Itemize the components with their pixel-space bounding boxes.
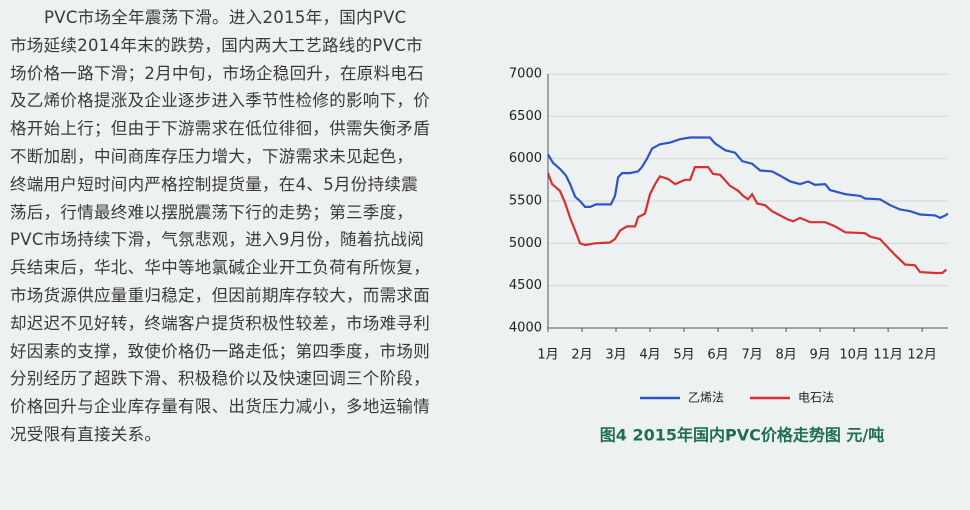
x-tick-label: 1月	[537, 348, 558, 363]
text-line: 不断加剧，中间商库存压力增大，下游需求未见起色，	[10, 146, 414, 166]
x-tick-label: 2月	[571, 348, 592, 363]
text-line: 分别经历了超跌下滑、积极稳价以及快速回调三个阶段，	[10, 369, 430, 389]
text-line: PVC市场持续下滑，气氛悲观，进入9月份，随着抗战阅	[10, 230, 425, 250]
text-line: PVC市场全年震荡下滑。进入2015年，国内PVC	[44, 8, 407, 27]
x-tick-label: 9月	[809, 348, 830, 363]
x-tick-label: 4月	[639, 348, 660, 363]
x-tick-label: 6月	[707, 348, 728, 363]
text-line: 荡后，行情最终难以摆脱震荡下行的走势；第三季度，	[10, 202, 414, 222]
text-line: 终端用户短时间内严格控制提货量，在4、5月份持续震	[10, 174, 418, 194]
text-line: 况受限有直接关系。	[10, 424, 162, 444]
y-tick-label: 7000	[509, 67, 542, 82]
x-tick-label: 12月	[907, 348, 937, 363]
text-line: 却迟迟不见好转，终端客户提货积极性较差，市场难寻利	[10, 313, 430, 333]
x-tick-label: 5月	[673, 348, 694, 363]
x-tick-label: 3月	[605, 348, 626, 363]
series-line	[547, 136, 949, 220]
text-line: 场价格一路下滑；2月中旬，市场企稳回升，在原料电石	[10, 63, 424, 83]
x-tick-label: 7月	[741, 348, 762, 363]
text-line: 市场货源供应量重归稳定，但因前期库存较大，而需求面	[10, 285, 430, 305]
y-tick-label: 4500	[509, 278, 542, 293]
x-tick-label: 8月	[775, 348, 796, 363]
y-tick-label: 4000	[509, 321, 542, 336]
x-tick-label: 11月	[873, 348, 903, 363]
y-tick-label: 6500	[509, 109, 542, 124]
paragraph: PVC市场全年震荡下滑。进入2015年，国内PVC 市场延续2014年末的跌势，国…	[10, 4, 495, 449]
y-tick-label: 6000	[509, 151, 542, 166]
legend-label: 电石法	[798, 391, 834, 405]
chart-caption: 图4 2015年国内PVC价格走势图 元/吨	[600, 426, 885, 445]
text-line: 市场延续2014年末的跌势，国内两大工艺路线的PVC市	[10, 35, 423, 55]
text-line: 价格回升与企业库存量有限、出货压力减小，多地运输情	[10, 397, 430, 417]
y-tick-label: 5000	[509, 236, 542, 251]
text-line: 及乙烯价格提涨及企业逐步进入季节性检修的影响下，价	[10, 91, 430, 111]
text-line: 格开始上行；但由于下游需求在低位徘徊，供需失衡矛盾	[10, 119, 430, 139]
text-line: 兵结束后，华北、华中等地氯碱企业开工负荷有所恢复，	[10, 258, 430, 278]
text-line: 好因素的支撑，致使价格仍一路走低；第四季度，市场则	[10, 341, 430, 361]
x-tick-label: 10月	[839, 348, 869, 363]
y-tick-label: 5500	[509, 194, 542, 209]
series-line	[546, 166, 948, 275]
legend-label: 乙烯法	[688, 391, 724, 405]
